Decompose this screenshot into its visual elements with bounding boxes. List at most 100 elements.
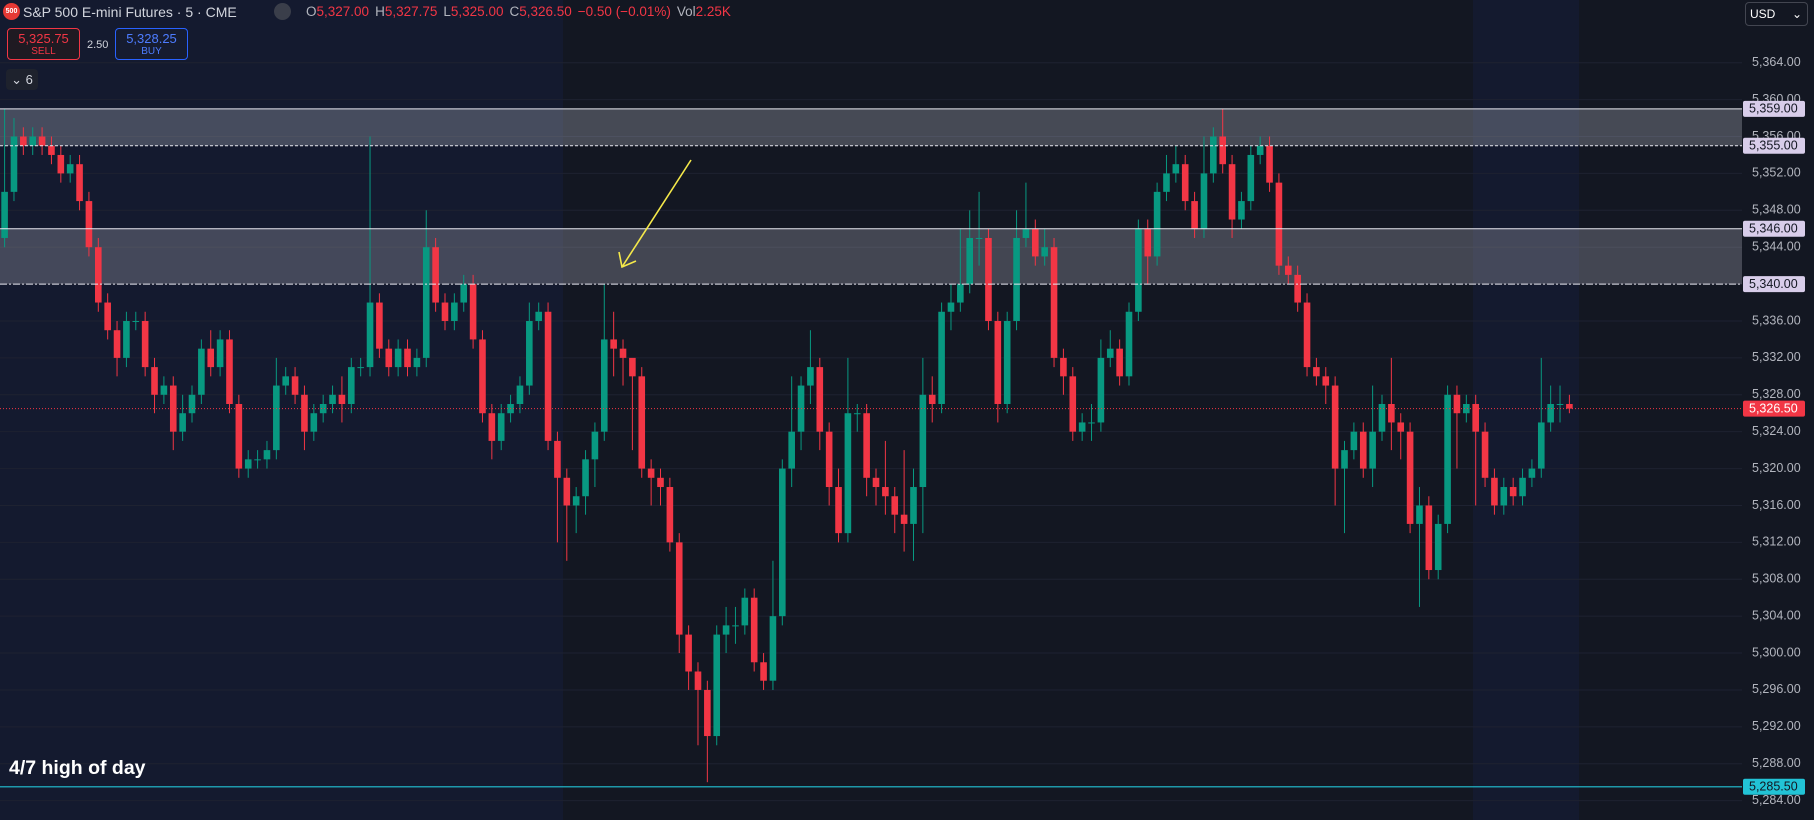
candle-body [1463, 404, 1470, 414]
candle-body [1219, 136, 1226, 165]
ohlc-value: 5,326.50 [519, 4, 572, 19]
candle-body [20, 136, 27, 146]
candle-body [169, 385, 177, 432]
candle-body [1528, 468, 1536, 478]
candle-body [394, 348, 402, 368]
candle-body [207, 348, 215, 368]
candle-body [95, 247, 102, 303]
candle-body [1434, 523, 1442, 571]
candle-body [319, 404, 327, 414]
candle-body [104, 302, 111, 331]
y-tick-label: 5,304.00 [1752, 608, 1801, 622]
y-tick-label: 5,332.00 [1752, 350, 1801, 364]
candle-body [1022, 228, 1030, 238]
collapse-button[interactable] [274, 3, 291, 20]
y-tick-label: 5,336.00 [1752, 313, 1801, 327]
y-tick-label: 5,308.00 [1752, 572, 1801, 586]
candle-body [1294, 274, 1301, 303]
candle-body [422, 247, 430, 358]
zones [0, 108, 1742, 285]
candle-body [48, 145, 55, 155]
candle-body [957, 284, 964, 303]
candle-body [947, 302, 955, 312]
candle-body [863, 413, 870, 478]
candle-body [572, 496, 580, 506]
candle-body [1481, 431, 1489, 478]
candle-body [928, 394, 936, 405]
candle-body [1228, 164, 1236, 220]
candle-body [526, 320, 533, 386]
candle-body [638, 376, 646, 469]
candle-body [741, 597, 749, 626]
candle-body [1331, 385, 1339, 469]
candle-body [1238, 201, 1245, 220]
candle-body [66, 164, 74, 174]
indicators-toggle[interactable]: ⌄ 6 [6, 69, 38, 90]
y-tick-label: 5,288.00 [1752, 756, 1801, 770]
candle-body [891, 496, 899, 515]
candle-body [1163, 173, 1170, 192]
sell-price: 5,325.75 [18, 31, 69, 46]
y-tick-label: 5,364.00 [1752, 55, 1801, 69]
price-label: 5,326.50 [1749, 401, 1798, 415]
price-label-bg [1743, 137, 1805, 154]
candle-body [994, 320, 1002, 405]
zone [0, 108, 1742, 146]
candle-body [1406, 431, 1414, 524]
candle-body [38, 136, 46, 146]
candle-body [1378, 404, 1386, 432]
ohlc-value: 5,327.75 [384, 4, 438, 19]
candle-body [1444, 394, 1451, 524]
currency-select[interactable]: USD ⌄ [1745, 2, 1808, 26]
candle-body [872, 477, 880, 488]
candle-body [1266, 145, 1273, 183]
candle-body [554, 440, 561, 478]
candle-body [591, 431, 599, 460]
candle-body [1106, 348, 1114, 358]
symbol-title[interactable]: S&P 500 E-mini Futures · 5 · CME [23, 4, 237, 20]
sell-label: SELL [31, 46, 56, 57]
candle-body [919, 394, 927, 488]
candle-body [563, 477, 571, 506]
candle-body [226, 339, 233, 405]
candle-body [57, 154, 65, 174]
candle-body [479, 339, 486, 414]
candle-body [385, 348, 393, 368]
candle-body [1, 191, 8, 238]
candle-body [835, 487, 842, 534]
y-tick-label: 5,300.00 [1752, 645, 1801, 659]
arrow-head [618, 251, 637, 269]
sell-button[interactable]: 5,325.75 SELL [7, 28, 80, 60]
candle-body [404, 348, 411, 368]
candle-body [29, 136, 37, 146]
candle-body [329, 394, 336, 405]
y-tick-label: 5,344.00 [1752, 239, 1801, 253]
candle-body [469, 284, 477, 340]
candle-body [141, 320, 149, 368]
candle-body [1088, 422, 1095, 424]
candle-body [1491, 477, 1498, 506]
candle-body [1547, 404, 1554, 423]
candle-body [10, 136, 18, 192]
candle-body [198, 348, 205, 395]
candle-body [1500, 487, 1508, 506]
candle-body [273, 385, 280, 451]
candle-body [713, 634, 721, 737]
candle-body [1013, 237, 1020, 321]
buy-button[interactable]: 5,328.25 BUY [115, 28, 188, 60]
candle-body [244, 459, 252, 469]
candle-body [1097, 357, 1105, 423]
candle-body [357, 367, 364, 369]
candle-body [1247, 154, 1255, 202]
candle-body [760, 662, 767, 681]
candle-body [853, 413, 861, 415]
candle-body [1416, 505, 1423, 524]
candle-body [497, 413, 505, 441]
candle-body [347, 367, 355, 405]
candle-body [160, 385, 168, 395]
candle-body [366, 302, 374, 368]
candle-body [254, 459, 261, 461]
candle-body [1069, 376, 1077, 432]
y-tick-label: 5,324.00 [1752, 424, 1801, 438]
